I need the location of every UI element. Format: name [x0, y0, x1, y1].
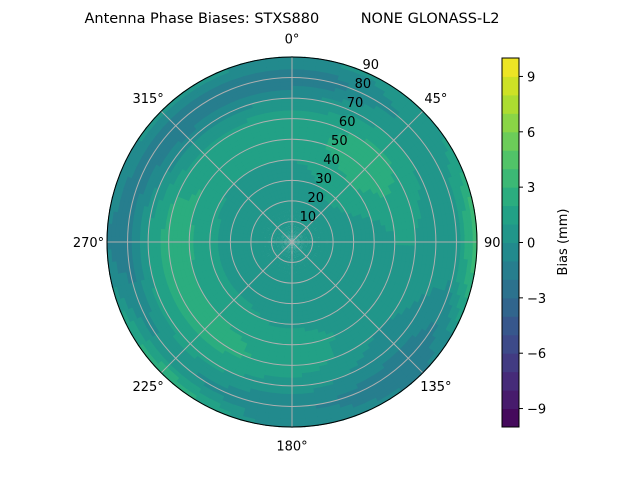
chart-title: Antenna Phase Biases: STXS880 NONE GLONA…	[84, 11, 499, 27]
radial-tick-label: 30	[315, 172, 332, 187]
colorbar-band	[502, 243, 519, 262]
colorbar-tick-label: 0	[527, 237, 535, 252]
colorbar-band	[502, 150, 519, 169]
colorbar-tick-label: 3	[527, 181, 535, 196]
radial-tick-label: 80	[355, 77, 372, 92]
polar-grid	[107, 57, 477, 427]
colorbar-band	[502, 298, 519, 317]
colorbar-band	[502, 113, 519, 132]
colorbar-band	[502, 76, 519, 95]
colorbar-band	[502, 58, 519, 77]
colorbar-band	[502, 95, 519, 114]
angular-tick-label: 270°	[73, 236, 104, 251]
colorbar-band	[502, 132, 519, 151]
colorbar-band	[502, 279, 519, 298]
colorbar-band	[502, 169, 519, 188]
colorbar-band	[502, 316, 519, 335]
angular-tick-label: 225°	[132, 380, 163, 395]
angular-tick-label: 315°	[132, 92, 163, 107]
colorbar: −9 −6 −3 0 3 6 9	[502, 58, 546, 428]
radial-tick-label: 40	[323, 153, 340, 168]
colorbar-band	[502, 390, 519, 409]
colorbar-band	[502, 372, 519, 391]
angular-tick-label: 135°	[420, 380, 451, 395]
colorbar-band	[502, 224, 519, 243]
radial-tick-label: 60	[339, 115, 356, 130]
colorbar-band	[502, 261, 519, 280]
radial-tick-label: 10	[300, 210, 317, 225]
colorbar-band	[502, 335, 519, 354]
angular-tick-label: 180°	[276, 440, 307, 455]
radial-tick-label: 70	[347, 96, 364, 111]
colorbar-tick-label: −6	[527, 347, 546, 362]
colorbar-tick-label: −9	[527, 403, 546, 418]
colorbar-band	[502, 206, 519, 225]
radial-tick-label: 90	[363, 58, 380, 73]
angular-tick-label: 0°	[285, 33, 300, 48]
radial-tick-label: 50	[331, 134, 348, 149]
radial-tick-label: 20	[307, 191, 324, 206]
angular-tick-label: 45°	[424, 92, 447, 107]
colorbar-tick-label: 6	[527, 126, 535, 141]
colorbar-band	[502, 187, 519, 206]
colorbar-tick-label: 9	[527, 70, 535, 85]
colorbar-label: Bias (mm)	[556, 209, 571, 276]
colorbar-band	[502, 409, 519, 428]
colorbar-tick-label: −3	[527, 292, 546, 307]
colorbar-band	[502, 353, 519, 372]
